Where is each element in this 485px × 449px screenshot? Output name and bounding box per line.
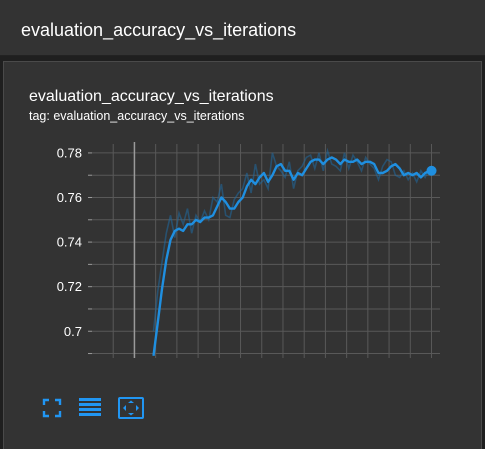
last-point-marker <box>426 165 437 176</box>
toggle-log-scale-button[interactable] <box>77 395 103 421</box>
y-tick-label: 0.72 <box>57 279 82 294</box>
smoothed-series-line <box>152 156 432 356</box>
fit-domain-button[interactable] <box>117 395 144 421</box>
y-tick-label: 0.76 <box>57 190 82 205</box>
page-title: evaluation_accuracy_vs_iterations <box>21 20 297 40</box>
chart-card: evaluation_accuracy_vs_iterations tag: e… <box>3 61 482 449</box>
y-tick-label: 0.74 <box>57 235 82 250</box>
chart-series <box>152 147 437 356</box>
fit-domain-icon <box>118 397 144 419</box>
series-clip-group <box>152 147 433 356</box>
page-header: evaluation_accuracy_vs_iterations <box>0 0 485 56</box>
chart-tick-labels: 0.70.720.740.760.78010020030040050060070… <box>57 145 82 339</box>
list-lines-icon <box>79 398 101 416</box>
chart-card-title: evaluation_accuracy_vs_iterations <box>29 88 274 105</box>
y-tick-label: 0.78 <box>57 145 82 160</box>
fullscreen-button[interactable] <box>39 395 65 421</box>
y-tick-label: 0.7 <box>64 324 82 339</box>
chart-plot[interactable]: 0.70.720.740.760.78010020030040050060070… <box>4 62 481 362</box>
chart-axes <box>88 142 136 358</box>
fullscreen-icon <box>42 398 62 418</box>
chart-card-tag: tag: evaluation_accuracy_vs_iterations <box>29 109 245 123</box>
